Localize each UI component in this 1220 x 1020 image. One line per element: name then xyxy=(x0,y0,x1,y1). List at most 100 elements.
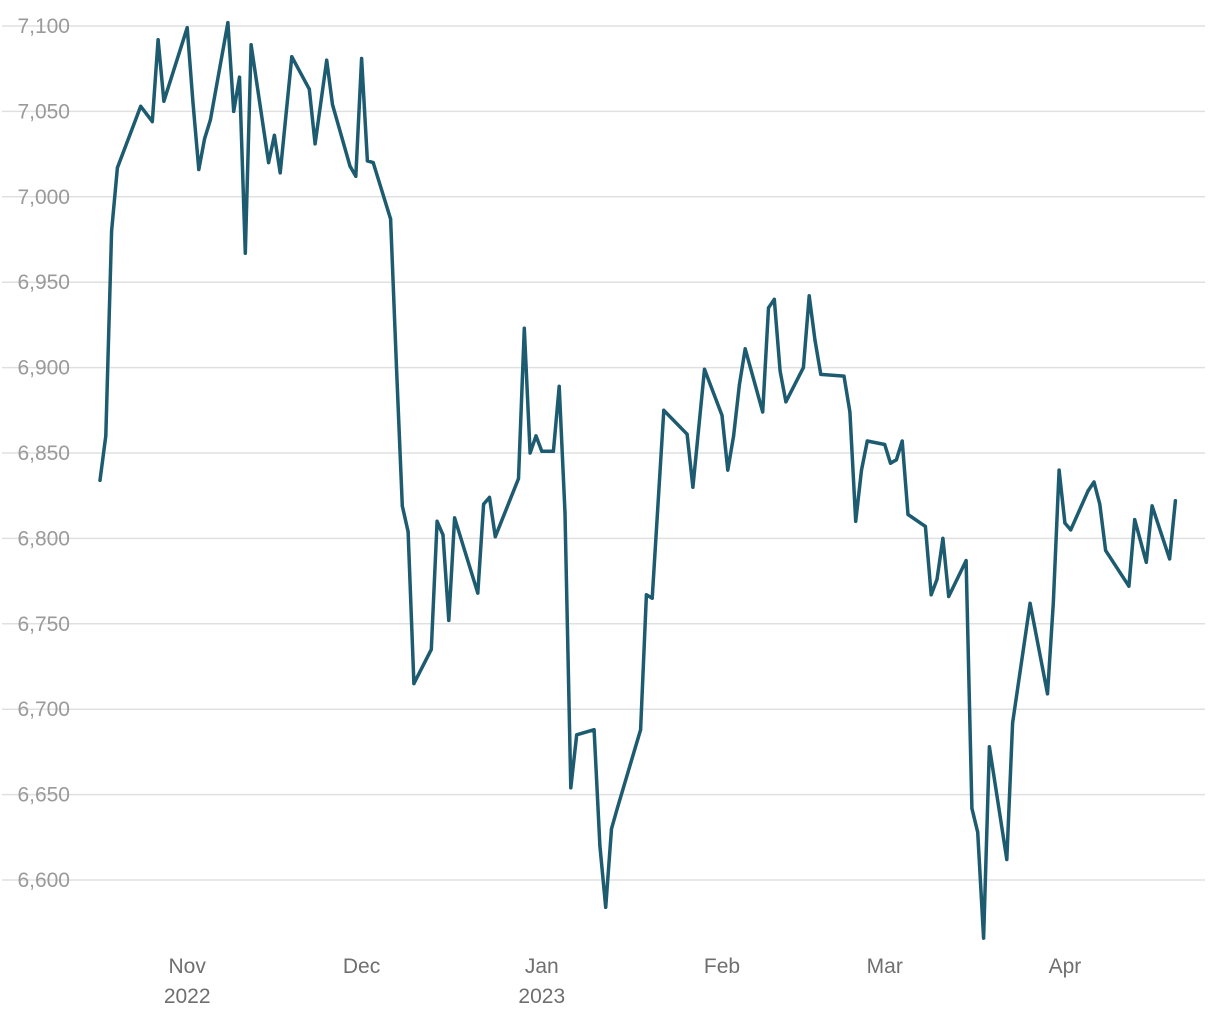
data-point xyxy=(476,591,480,595)
data-point xyxy=(482,502,486,506)
data-point xyxy=(371,161,375,165)
x-axis-tick-labels: Nov 2022 Dec Jan 2023 Feb Mar Apr xyxy=(164,955,1081,1008)
x-tick-label: Dec xyxy=(343,955,380,978)
y-tick-label: 7,050 xyxy=(17,100,70,123)
data-point xyxy=(528,451,532,455)
data-point xyxy=(1057,468,1061,472)
x-tick-label: Mar xyxy=(867,955,903,978)
data-point xyxy=(685,432,689,436)
data-point xyxy=(650,596,654,600)
data-point xyxy=(888,461,893,465)
x-tick-year-label: 2023 xyxy=(518,985,565,1008)
data-point xyxy=(412,682,416,686)
y-axis-tick-labels: 6,600 6,650 6,700 6,750 6,800 6,850 6,900 6,950… xyxy=(17,15,70,892)
data-point xyxy=(493,535,497,539)
data-point xyxy=(720,413,724,417)
data-point xyxy=(441,533,445,537)
data-point xyxy=(98,478,102,482)
data-point xyxy=(819,372,823,376)
data-point xyxy=(487,495,492,499)
data-point xyxy=(982,936,986,940)
data-point xyxy=(854,519,858,523)
data-point xyxy=(243,251,247,255)
data-point xyxy=(761,410,765,414)
data-point xyxy=(290,55,294,59)
data-point xyxy=(702,367,707,371)
data-point xyxy=(609,827,614,831)
data-point xyxy=(801,366,806,370)
data-point xyxy=(976,830,980,834)
data-point xyxy=(197,167,201,172)
data-point xyxy=(778,369,782,373)
data-point xyxy=(592,728,596,732)
data-point xyxy=(139,104,143,108)
data-point xyxy=(522,326,526,330)
data-point xyxy=(923,524,928,529)
data-point xyxy=(115,166,119,170)
data-point xyxy=(807,294,811,298)
y-tick-label: 6,950 xyxy=(17,271,70,294)
data-point xyxy=(604,905,608,909)
data-point xyxy=(1028,601,1032,605)
data-point xyxy=(1133,518,1137,522)
data-point xyxy=(1144,560,1148,564)
data-point xyxy=(848,410,852,414)
data-point xyxy=(1069,528,1073,532)
data-point xyxy=(249,43,253,47)
data-point xyxy=(1063,521,1067,525)
data-point xyxy=(110,229,114,233)
data-point xyxy=(191,101,195,105)
data-point xyxy=(365,159,369,163)
series-line xyxy=(98,20,1178,940)
data-point xyxy=(598,844,602,848)
data-point xyxy=(772,297,776,301)
data-point xyxy=(1005,857,1009,862)
data-point xyxy=(726,468,730,472)
data-point xyxy=(406,530,410,534)
data-point xyxy=(644,593,649,597)
x-tick-label: Feb xyxy=(704,955,740,978)
data-point xyxy=(766,306,771,310)
data-point xyxy=(941,536,945,541)
data-point xyxy=(900,439,904,443)
data-point xyxy=(859,468,864,472)
data-point xyxy=(813,338,817,342)
data-point xyxy=(1168,557,1172,561)
y-tick-label: 6,800 xyxy=(17,527,70,550)
data-point xyxy=(150,120,154,124)
data-point xyxy=(447,618,451,623)
data-point xyxy=(784,400,788,404)
data-point xyxy=(964,559,968,563)
data-point xyxy=(639,728,643,732)
data-point xyxy=(691,485,695,489)
data-point xyxy=(400,504,404,508)
data-point xyxy=(1127,584,1131,588)
data-point xyxy=(1150,504,1154,508)
data-point xyxy=(883,442,887,447)
x-tick-label: Nov xyxy=(169,955,207,978)
data-point xyxy=(1011,721,1015,725)
data-point xyxy=(557,384,561,388)
data-point xyxy=(516,477,521,481)
data-point xyxy=(534,434,538,438)
data-point xyxy=(563,511,567,515)
data-point xyxy=(278,171,282,175)
data-point xyxy=(354,174,358,178)
data-point xyxy=(929,593,933,597)
data-point xyxy=(1045,692,1050,696)
data-point xyxy=(232,109,236,113)
y-tick-label: 6,700 xyxy=(17,698,70,721)
data-point xyxy=(935,577,939,582)
data-point xyxy=(453,516,457,520)
data-point xyxy=(865,439,869,443)
y-tick-label: 7,100 xyxy=(17,15,70,38)
x-tick-label: Apr xyxy=(1049,955,1082,978)
y-tick-label: 6,600 xyxy=(17,869,70,892)
data-point xyxy=(313,142,317,146)
data-point xyxy=(1051,601,1055,605)
data-point xyxy=(389,217,393,221)
data-point xyxy=(743,347,747,351)
x-tick-label: Jan xyxy=(525,955,559,978)
y-tick-label: 6,750 xyxy=(17,613,70,636)
